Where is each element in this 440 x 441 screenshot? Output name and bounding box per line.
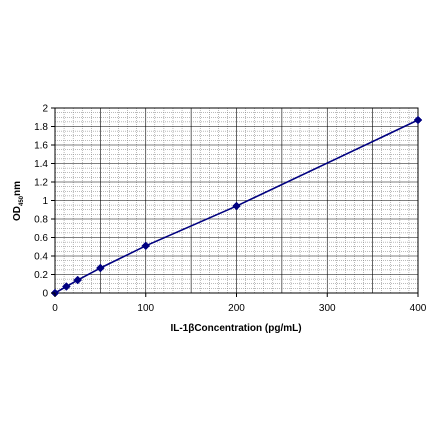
grid <box>55 108 418 293</box>
y-axis-title-subscript: 450 <box>19 195 25 206</box>
y-tick-label: 1.8 <box>34 122 48 133</box>
x-tick-label: 300 <box>319 303 336 314</box>
y-axis-title-suffix: nm <box>12 181 23 196</box>
y-axis-ticks: 0 0.2 0.4 0.6 0.8 1 1.2 1.4 1.6 1.8 2 <box>34 104 55 300</box>
y-tick-label: 0.6 <box>34 233 48 244</box>
y-tick-label: 1.4 <box>34 159 48 170</box>
x-tick-label: 200 <box>228 303 245 314</box>
data-point-marker <box>73 275 83 285</box>
y-tick-label: 0.8 <box>34 215 48 226</box>
y-tick-label: 2 <box>42 104 48 115</box>
y-tick-label: 1.6 <box>34 141 48 152</box>
data-point-marker <box>96 263 105 273</box>
x-tick-label: 400 <box>410 303 427 314</box>
x-tick-label: 100 <box>137 303 154 314</box>
data-point-marker <box>413 115 423 125</box>
y-tick-label: 0.2 <box>34 270 48 281</box>
data-series <box>50 115 423 298</box>
data-point-marker <box>232 201 241 211</box>
y-tick-label: 0.4 <box>34 252 48 263</box>
data-point-marker <box>141 241 151 251</box>
y-tick-label: 1.2 <box>34 178 48 189</box>
y-axis-title-main: OD <box>12 206 23 221</box>
y-axis-title: OD450nm <box>12 181 25 221</box>
y-tick-label: 0 <box>42 289 48 300</box>
data-point-marker <box>61 282 71 291</box>
x-axis-title: IL-1βConcentration (pg/mL) <box>170 323 301 334</box>
x-tick-label: 0 <box>52 303 58 314</box>
x-axis-ticks: 0 100 200 300 400 <box>52 293 427 314</box>
y-tick-label: 1 <box>42 196 48 207</box>
